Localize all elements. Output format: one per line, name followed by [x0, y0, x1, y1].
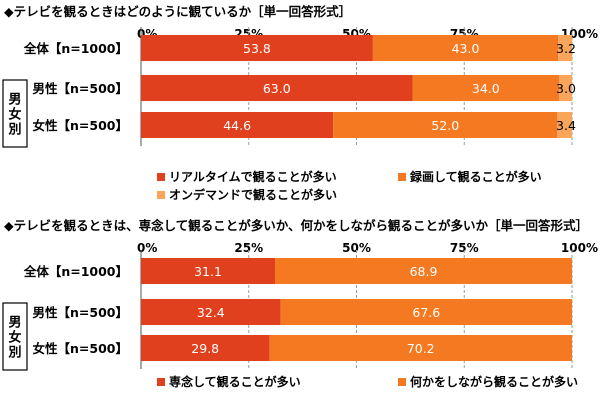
- chart2-legend-label: 専念して観ることが多い: [169, 374, 301, 389]
- chart2-data-label: 70.2: [407, 341, 435, 356]
- chart1-legend-label: 録画して観ることが多い: [410, 169, 542, 184]
- chart2-data-label: 29.8: [191, 341, 219, 356]
- chart2-group-label-char: 女: [8, 330, 21, 346]
- chart1-bar: [372, 35, 559, 61]
- chart1-data-label: 34.0: [472, 81, 500, 96]
- chart1-data-label: 3.2: [556, 41, 576, 56]
- chart1-legend-label: オンデマンドで観ることが多い: [169, 187, 337, 202]
- chart2-bar: [275, 258, 572, 284]
- chart2-tick-label: 25%: [234, 241, 263, 255]
- chart2-tick-label: 75%: [450, 241, 479, 255]
- chart2-tick-label: 0%: [137, 241, 157, 255]
- chart2-data-label: 31.1: [194, 264, 222, 279]
- chart1-bar: [141, 35, 373, 61]
- chart2-bar: [280, 299, 572, 325]
- chart2-category-label: 女性【n=500】: [33, 341, 128, 356]
- chart1-title: ◆テレビを観るときはどのように観ているか［単一回答形式］: [4, 4, 351, 19]
- chart1-category-label: 女性【n=500】: [33, 118, 128, 133]
- chart1-group-label-char: 別: [7, 123, 21, 138]
- chart1-bar: [557, 112, 572, 138]
- chart2-data-label: 68.9: [410, 264, 438, 279]
- chart1-legend-swatch: [398, 173, 406, 181]
- chart1-group-label-char: 女: [8, 107, 21, 123]
- chart2-bar: [269, 335, 572, 361]
- chart2-bar: [141, 299, 281, 325]
- chart2-category-label: 全体【n=1000】: [23, 264, 128, 279]
- chart1-legend-swatch: [157, 191, 165, 199]
- chart1-bar: [559, 75, 572, 101]
- chart2-data-label: 32.4: [197, 305, 225, 320]
- chart1-data-label: 52.0: [431, 118, 459, 133]
- chart1-bar: [412, 75, 560, 101]
- chart1-data-label: 3.4: [556, 118, 576, 133]
- chart2-title: ◆テレビを観るときは、専念して観ることが多いか、何かをしながら観ることが多いか［…: [4, 218, 588, 233]
- chart1-bar: [333, 112, 558, 138]
- chart1-bar: [141, 112, 334, 138]
- chart1-data-label: 53.8: [243, 41, 271, 56]
- chart1-bar: [141, 75, 413, 101]
- chart1-bar: [558, 35, 572, 61]
- chart2-legend-swatch: [157, 378, 165, 386]
- chart2-tick-label: 100%: [561, 241, 598, 255]
- chart1-category-label: 男性【n=500】: [33, 81, 128, 96]
- chart1-legend-swatch: [157, 173, 165, 181]
- chart1-data-label: 44.6: [223, 118, 251, 133]
- chart2-group-label-char: 別: [7, 346, 21, 361]
- chart1-data-label: 43.0: [452, 41, 480, 56]
- chart2-legend-label: 何かをしながら観ることが多い: [410, 374, 578, 389]
- chart2-bar: [141, 258, 276, 284]
- chart1-data-label: 3.0: [556, 81, 576, 96]
- chart1-data-label: 63.0: [263, 81, 291, 96]
- chart2-legend-swatch: [398, 378, 406, 386]
- chart2-tick-label: 50%: [342, 241, 371, 255]
- chart2-data-label: 67.6: [412, 305, 440, 320]
- chart2-group-box: [2, 302, 28, 371]
- chart1-category-label: 全体【n=1000】: [23, 41, 128, 56]
- chart2-category-label: 男性【n=500】: [33, 305, 128, 320]
- chart2-group-label-char: 男: [8, 316, 21, 331]
- chart1-legend-label: リアルタイムで観ることが多い: [169, 169, 337, 184]
- chart2-bar: [141, 335, 270, 361]
- chart1-group-box: [2, 79, 28, 148]
- chart1-group-label-char: 男: [8, 93, 21, 108]
